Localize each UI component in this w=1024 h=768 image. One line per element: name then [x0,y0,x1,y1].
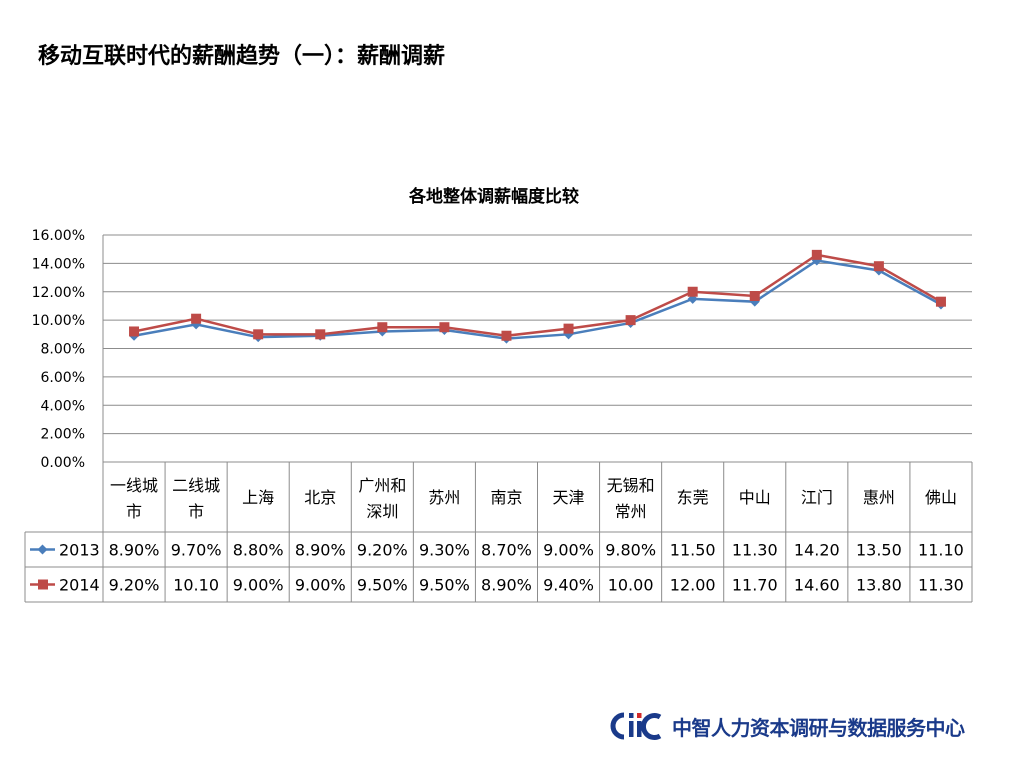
data-cell: 11.50 [670,541,716,560]
data-cell: 13.50 [856,541,902,560]
series-line-2013 [133,259,942,340]
data-point [935,296,946,307]
data-cell: 9.40% [543,576,594,595]
legend-marker [38,579,48,590]
data-cell: 9.70% [171,541,222,560]
data-point [687,286,698,297]
data-cell: 10.10 [173,576,219,595]
data-cell: 11.30 [918,576,964,595]
y-tick-label: 12.00% [32,285,85,301]
data-cell: 9.80% [605,541,656,560]
category-label: 中山 [739,488,771,507]
data-cell: 11.70 [732,576,778,595]
data-cell: 8.70% [481,541,532,560]
data-point [129,326,140,337]
y-tick-label: 0.00% [41,455,85,471]
category-label: 深圳 [366,502,398,521]
data-point [563,323,574,334]
y-tick-label: 6.00% [41,370,85,386]
legend-label: 2014 [59,576,100,595]
data-cell: 8.90% [295,541,346,560]
category-label: 天津 [553,488,585,507]
data-cell: 9.00% [295,576,346,595]
data-cell: 10.00 [608,576,654,595]
y-tick-label: 16.00% [32,228,85,244]
chart-title: 各地整体调薪幅度比较 [408,186,579,207]
data-point [191,313,202,324]
series-lines [129,249,946,344]
category-label: 惠州 [863,488,895,507]
y-tick-label: 4.00% [41,398,85,414]
data-cell: 8.90% [481,576,532,595]
data-point [873,261,884,272]
slide-title: 移动互联时代的薪酬趋势（一）：薪酬调薪 [38,44,446,69]
y-axis-ticks: 0.00% 2.00% 4.00% 6.00% 8.00% 10.00% 12.00% 14.… [32,228,85,471]
data-cell: 9.00% [543,541,594,560]
series-line-2014 [133,253,942,337]
data-cell: 11.10 [918,541,964,560]
data-point [625,315,636,326]
data-cell: 13.80 [856,576,902,595]
category-label: 常州 [615,502,647,521]
legend-marker [37,544,48,555]
footer-brand: 中智人力资本调研与数据服务中心 [610,708,965,744]
category-label: 一线城 [110,476,158,495]
data-cell: 9.50% [419,576,470,595]
data-cell: 9.20% [109,576,160,595]
category-label: 上海 [242,488,274,507]
data-point [501,330,512,341]
data-cell: 14.20 [794,541,840,560]
data-cell: 9.50% [357,576,408,595]
data-cell: 8.80% [233,541,284,560]
data-point [439,322,450,333]
category-label: 市 [126,502,142,521]
data-point [253,329,264,340]
y-tick-label: 2.00% [41,427,85,443]
category-label: 佛山 [925,488,957,507]
category-label: 二线城 [172,476,220,495]
category-label: 北京 [304,488,336,507]
data-cell: 9.20% [357,541,408,560]
ciic-logo [610,709,666,743]
y-tick-label: 10.00% [32,313,85,329]
data-point [811,249,822,260]
data-cell: 12.00 [670,576,716,595]
brand-text: 中智人力资本调研与数据服务中心 [672,715,965,740]
y-tick-label: 14.00% [32,256,85,272]
data-cell: 9.00% [233,576,284,595]
category-label: 无锡和 [607,476,655,495]
data-point [315,329,326,340]
category-label: 南京 [490,488,522,507]
data-point [749,291,760,302]
category-label: 广州和 [358,476,406,495]
data-cell: 9.30% [419,541,470,560]
y-tick-label: 8.00% [41,342,85,358]
category-label: 市 [188,502,204,521]
data-cell: 8.90% [109,541,160,560]
category-label: 江门 [801,488,833,507]
data-cell: 14.60 [794,576,840,595]
legend-label: 2013 [59,541,100,560]
category-label: 苏州 [428,488,460,507]
category-label: 东莞 [677,488,709,507]
data-cell: 11.30 [732,541,778,560]
data-point [377,322,388,333]
